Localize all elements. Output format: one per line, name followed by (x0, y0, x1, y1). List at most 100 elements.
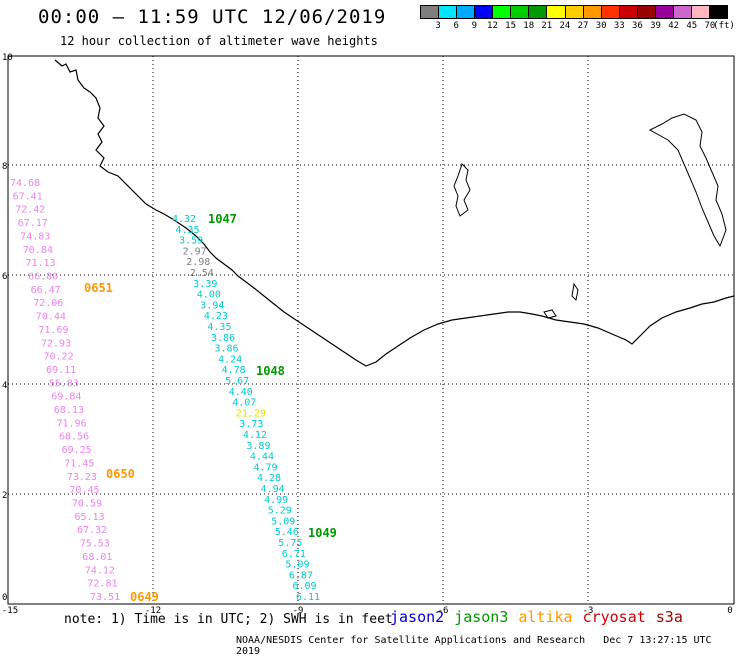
color-scale-label: 30 (595, 21, 607, 31)
track-value: 4.99 (264, 495, 288, 506)
color-swatch (511, 6, 530, 18)
units-note: note: 1) Time is in UTC; 2) SWH is in fe… (64, 612, 393, 627)
color-scale-label: 6 (453, 21, 459, 31)
track-value: 4.24 (218, 354, 242, 365)
track-value: 70.22 (44, 352, 74, 363)
track-value: 3.59 (179, 236, 203, 247)
track-value: 70.45 (69, 485, 99, 496)
track-value: 73.23 (67, 472, 97, 483)
y-tick-0: 0 (2, 593, 7, 603)
color-scale-label: 15 (505, 21, 516, 31)
color-swatch (529, 6, 548, 18)
coastline (54, 59, 735, 367)
y-tick-6: 6 (2, 272, 7, 282)
track-value: 69.11 (46, 365, 76, 376)
color-swatch (583, 6, 602, 18)
color-scale-label: 27 (577, 21, 589, 31)
track-value: 72.06 (33, 298, 63, 309)
track-value: 6.09 (293, 581, 317, 592)
track-value: 4.40 (229, 387, 253, 398)
track-value: 2.54 (190, 268, 214, 279)
track-value: 5.46 (275, 527, 299, 538)
grid-lines (8, 56, 734, 604)
track-value: 69.84 (51, 392, 81, 403)
track-value: 4.00 (197, 290, 221, 301)
color-scale-label: 70 (704, 21, 716, 31)
x-tick-neg15: -15 (2, 606, 18, 616)
color-scale-label: 21 (541, 21, 553, 31)
map-title: 00:00 — 11:59 UTC 12/06/2019 (38, 6, 387, 28)
time-label-0649: 0649 (130, 590, 159, 604)
track-value: 5.67 (225, 376, 249, 387)
track-value: 72.93 (41, 338, 71, 349)
island-center (453, 163, 471, 217)
y-tick-10: 10 (2, 53, 13, 63)
track-value: 3.86 (211, 333, 235, 344)
track-value: 72.81 (87, 579, 117, 590)
color-swatch (457, 6, 476, 18)
track-value: 3.39 (193, 279, 217, 290)
track-value: 73.51 (90, 592, 120, 603)
time-label-0651: 0651 (84, 281, 113, 295)
track-value: 75.53 (80, 539, 110, 550)
color-swatch (601, 6, 620, 18)
track-value: 67.32 (77, 525, 107, 536)
track-value: 71.13 (26, 258, 56, 269)
track-value: 3.86 (215, 344, 239, 355)
time-label-1049: 1049 (308, 526, 337, 540)
satellite-s3a: s3a (655, 608, 683, 626)
track-value: 72.42 (15, 205, 45, 216)
map-frame (7, 55, 735, 605)
color-swatch (691, 6, 710, 18)
track-value: 55.83 (49, 378, 79, 389)
color-swatch (475, 6, 494, 18)
track-value: 70.84 (23, 245, 53, 256)
track-value: 68.56 (59, 432, 89, 443)
track-value: 74.12 (85, 565, 115, 576)
track-value: 4.44 (250, 452, 274, 463)
time-label-1048: 1048 (256, 364, 285, 378)
satellite-altika: altika (518, 608, 573, 626)
y-tick-8: 8 (2, 162, 7, 172)
color-swatch (439, 6, 458, 18)
color-scale-label: 42 (668, 21, 680, 31)
track-value: 70.59 (72, 499, 102, 510)
color-swatch (421, 6, 440, 18)
track-value: 4.28 (257, 473, 281, 484)
track-value: 70.44 (36, 312, 66, 323)
color-scale-label: 36 (631, 21, 643, 31)
track-value: 4.07 (232, 398, 256, 409)
track-value: 5.29 (268, 506, 292, 517)
color-scale-bar (420, 5, 728, 19)
satellite-cryosat: cryosat (582, 608, 646, 626)
track-value: 4.78 (222, 365, 246, 376)
track-value: 6.87 (289, 570, 313, 581)
cyan-track-values: 4.324.353.592.972.982.543.394.003.944.23… (172, 214, 320, 603)
track-value: 71.45 (64, 459, 94, 470)
color-swatch (655, 6, 674, 18)
track-value: 4.32 (172, 214, 196, 225)
track-value: 68.01 (82, 552, 112, 563)
track-value: 2.98 (186, 257, 210, 268)
track-value: 4.79 (254, 462, 278, 473)
track-value: 3.73 (239, 419, 263, 430)
track-value: 6.71 (282, 549, 306, 560)
color-swatch (710, 6, 728, 18)
footer-org: NOAA/NESDIS Center for Satellite Applica… (236, 635, 586, 646)
track-value: 6.11 (296, 592, 320, 603)
track-value: 4.35 (176, 225, 200, 236)
color-scale-label: 24 (559, 21, 571, 31)
color-scale-label: 33 (613, 21, 625, 31)
track-value: 2.97 (183, 246, 207, 257)
color-swatch (637, 6, 656, 18)
track-value: 3.89 (246, 441, 270, 452)
track-value: 74.68 (10, 178, 40, 189)
track-value: 65.13 (75, 512, 105, 523)
map-subtitle: 12 hour collection of altimeter wave hei… (60, 34, 378, 48)
track-value: 69.25 (62, 445, 92, 456)
color-swatch (493, 6, 512, 18)
color-scale-label: 12 (487, 21, 498, 31)
track-value: 5.09 (271, 516, 295, 527)
color-swatch (673, 6, 692, 18)
